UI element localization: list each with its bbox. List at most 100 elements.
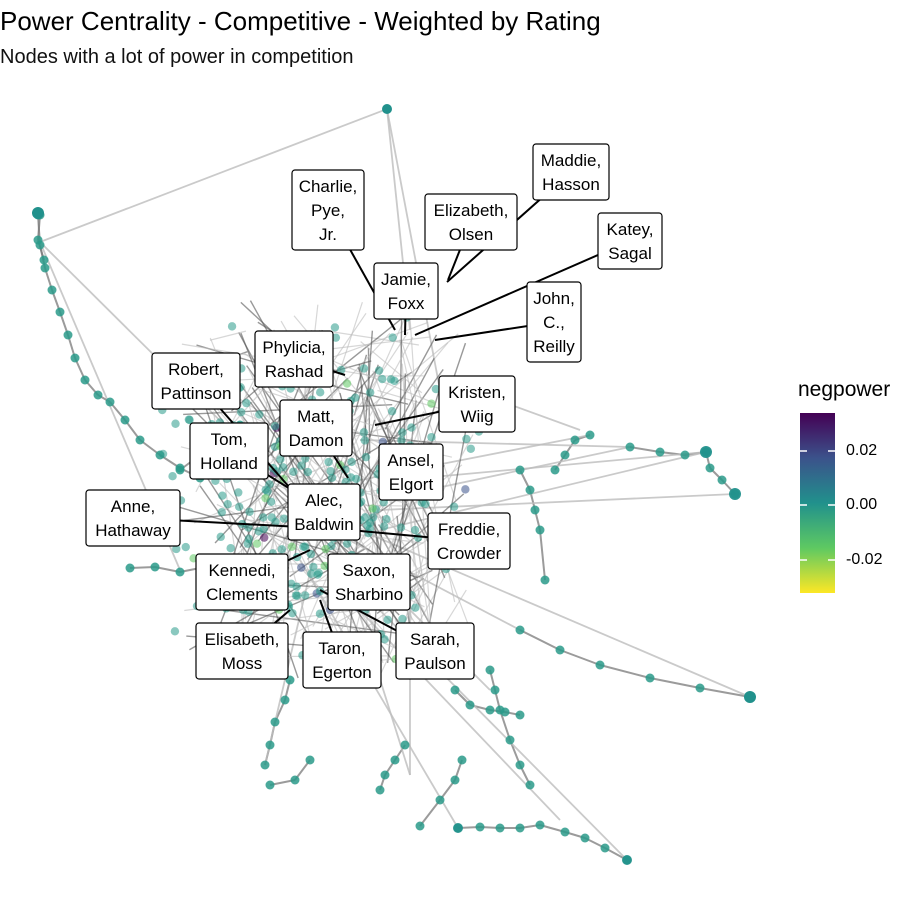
node-label-text: Paulson xyxy=(404,654,465,673)
network-node xyxy=(450,775,460,785)
network-node xyxy=(390,376,399,386)
network-node xyxy=(431,384,441,394)
node-label-text: Charlie, xyxy=(299,177,358,196)
node-label-text: Baldwin xyxy=(294,515,354,534)
node-label-box xyxy=(424,193,518,251)
node-label-box xyxy=(373,262,439,320)
node-label-text: Saxon, xyxy=(343,561,396,580)
network-node xyxy=(717,475,727,485)
network-node xyxy=(244,523,253,532)
node-label-text: Matt, xyxy=(297,407,335,426)
network-node xyxy=(342,539,352,548)
node-label-box xyxy=(279,399,353,457)
network-node xyxy=(505,735,515,745)
network-node xyxy=(244,534,254,544)
network-node xyxy=(218,491,227,500)
node-label-text: Jamie, xyxy=(381,270,431,289)
legend-tick-label: -0.02 xyxy=(846,551,883,568)
network-node xyxy=(457,755,467,765)
network-node xyxy=(515,465,525,475)
network-node xyxy=(363,521,372,530)
network-node xyxy=(185,415,194,425)
network-edge xyxy=(209,330,247,341)
network-node xyxy=(227,322,237,331)
node-label-text: Damon xyxy=(289,431,344,450)
network-node xyxy=(342,379,352,388)
node-label-box xyxy=(378,443,444,501)
network-node xyxy=(259,513,268,522)
network-node xyxy=(55,307,65,317)
network-edge xyxy=(358,364,382,579)
network-node xyxy=(245,507,254,517)
legend-tick-label: 0.00 xyxy=(846,496,878,513)
network-node xyxy=(320,561,329,571)
network-node xyxy=(413,533,423,542)
network-node xyxy=(560,450,570,460)
node-label-box xyxy=(526,281,582,363)
node-label: Sarah, Paulson xyxy=(395,622,475,680)
network-edge xyxy=(363,447,381,659)
network-node xyxy=(175,465,185,475)
network-node xyxy=(396,523,406,532)
network-node xyxy=(252,539,262,548)
network-node xyxy=(744,691,756,703)
network-node xyxy=(495,823,505,833)
network-node xyxy=(427,432,436,442)
node-label-text: Holland xyxy=(200,454,258,473)
legend-colorbar xyxy=(800,413,835,593)
node-label-text: Pattinson xyxy=(161,384,232,403)
network-node xyxy=(729,488,741,500)
network-edge xyxy=(539,529,546,581)
network-node xyxy=(326,466,335,476)
network-node xyxy=(324,457,333,467)
node-label-box xyxy=(395,622,475,680)
network-node xyxy=(287,579,296,589)
network-node xyxy=(276,455,285,464)
network-node xyxy=(216,532,225,542)
network-node xyxy=(560,827,570,837)
network-node xyxy=(309,562,318,572)
network-node xyxy=(347,457,356,467)
network-node xyxy=(217,508,227,517)
network-node xyxy=(435,795,445,805)
network-node xyxy=(461,485,470,494)
node-label-text: Robert, xyxy=(168,360,224,379)
network-edge xyxy=(326,330,419,346)
network-edge xyxy=(379,493,736,511)
network-node xyxy=(260,760,270,770)
network-node xyxy=(80,375,90,385)
network-node xyxy=(695,683,705,693)
node-label-box xyxy=(189,422,269,480)
node-label-text: Alec, xyxy=(305,491,343,510)
node-label-text: Kennedi, xyxy=(208,561,275,580)
network-edge xyxy=(377,408,395,441)
network-node xyxy=(453,823,463,833)
network-node xyxy=(515,760,525,770)
network-node xyxy=(175,567,185,577)
network-node xyxy=(172,544,181,554)
network-node xyxy=(236,407,246,417)
network-node xyxy=(585,430,595,440)
network-node xyxy=(158,449,168,459)
node-label-text: Ansel, xyxy=(387,451,434,470)
network-node xyxy=(297,563,306,572)
node-label: Saxon, Sharbino xyxy=(327,553,411,611)
network-edge xyxy=(419,799,441,827)
network-edge xyxy=(327,336,430,350)
node-label-text: Elisabeth, xyxy=(205,630,280,649)
node-label-text: Katey, xyxy=(607,220,654,239)
network-node xyxy=(63,330,73,340)
network-node xyxy=(462,434,471,444)
network-node xyxy=(40,263,50,273)
network-node xyxy=(550,465,560,475)
network-node xyxy=(525,485,535,495)
network-edge xyxy=(314,352,436,405)
node-label: Taron, Egerton xyxy=(302,631,382,689)
network-node xyxy=(32,207,44,219)
node-label: Tom, Holland xyxy=(189,422,269,480)
node-label-text: Elgort xyxy=(389,475,434,494)
network-node xyxy=(336,365,346,375)
network-node xyxy=(380,770,390,780)
network-edge xyxy=(360,341,423,394)
network-node xyxy=(700,446,712,458)
